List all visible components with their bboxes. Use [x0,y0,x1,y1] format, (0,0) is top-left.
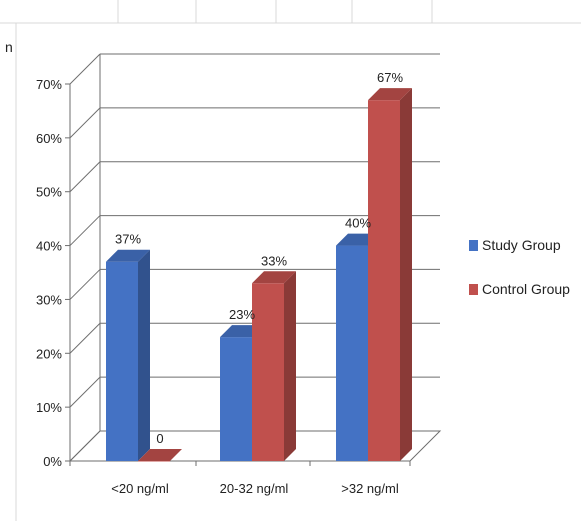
data-label: 33% [261,253,287,268]
y-tick-label: 50% [36,185,62,200]
y-tick-label: 30% [36,292,62,307]
bar-side [284,271,296,461]
bar [368,88,412,462]
gridline-side [69,161,101,193]
y-tick-label: 60% [36,131,62,146]
gridline-side [69,215,101,246]
gridline-side [69,322,101,354]
y-tick-label: 10% [36,400,62,415]
legend-swatch [469,240,478,251]
bar [138,449,182,462]
bar-front [138,461,170,462]
legend-swatch [469,284,478,295]
bar-top [252,271,296,284]
gridline-side [69,376,101,408]
data-label: 0 [156,431,163,446]
bar-side [138,249,150,461]
bar [252,271,296,461]
data-label: 23% [229,307,255,322]
bar-front [336,245,368,461]
bar-top [106,249,150,262]
gridline-side [69,269,101,300]
gridline-side [69,53,101,85]
bar-top [368,88,412,101]
x-tick-label: <20 ng/ml [111,481,169,496]
data-label: 37% [115,232,141,247]
bar-top [138,449,182,461]
bar-front [220,337,252,461]
bar-front [106,261,138,461]
legend-label: Study Group [482,237,561,253]
data-label: 40% [345,216,371,231]
y-tick-label: 20% [36,346,62,361]
legend-label: Control Group [482,281,570,297]
y-tick-label: 70% [36,77,62,92]
y-tick-label: 40% [36,239,62,254]
bar-front [252,283,284,461]
x-tick-label: >32 ng/ml [341,481,399,496]
bar-front [368,100,400,462]
bar-side [400,88,412,462]
legend-item: Study Group [469,237,561,253]
data-label: 67% [377,70,403,85]
truncated-heading-fragment: n [5,39,13,55]
x-tick-label: 20-32 ng/ml [220,481,289,496]
legend-item: Control Group [469,281,570,297]
bar [106,249,150,461]
gridline-side [69,107,101,139]
y-tick-label: 0% [43,454,62,469]
